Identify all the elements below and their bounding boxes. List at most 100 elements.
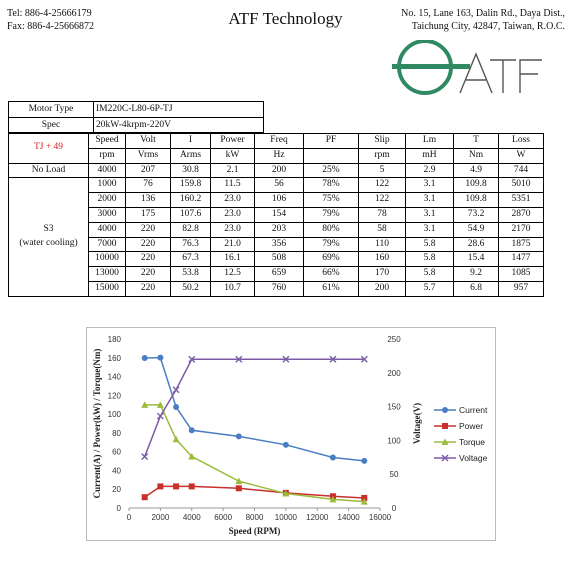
torque-point <box>360 498 368 505</box>
unit-cell: Vrms <box>125 147 171 164</box>
torque-point <box>188 452 196 460</box>
table-cell: 2170 <box>498 221 544 238</box>
power-point <box>361 494 368 501</box>
table-cell: 170 <box>358 266 406 282</box>
table-cell: 207 <box>125 162 171 179</box>
table-cell: 13000 <box>88 266 126 282</box>
unit-cell: mH <box>405 147 454 164</box>
y2-tick-label: 100 <box>387 436 401 445</box>
address: No. 15, Lane 163, Dalin Rd., Daya Dist.,… <box>401 7 565 33</box>
power-point <box>173 483 180 490</box>
voltage-line <box>143 358 365 457</box>
table-cell: 5.8 <box>405 251 454 268</box>
y-tick-label: 140 <box>108 373 122 382</box>
y2-tick-label: 50 <box>390 470 399 479</box>
table-cell: 2870 <box>498 206 544 223</box>
table-cell: 10.7 <box>210 280 255 297</box>
performance-table: TJ + 49 Speed Volt I Power Freq PF Slip … <box>8 133 544 297</box>
header-cell: Slip <box>358 133 406 149</box>
y-tick-label: 0 <box>117 504 122 513</box>
power-point <box>157 483 164 490</box>
y2-axis-title: Voltage(V) <box>412 403 422 444</box>
table-cell: 200 <box>358 280 406 297</box>
table-cell: 175 <box>125 206 171 223</box>
table-cell: 7000 <box>88 236 126 253</box>
current-point <box>361 457 368 464</box>
table-cell: 659 <box>254 266 304 282</box>
table-cell: 1000 <box>88 177 126 194</box>
logo-f-glyph <box>519 59 542 93</box>
atf-logo <box>392 40 542 95</box>
table-cell: 5351 <box>498 192 544 208</box>
table-cell: 109.8 <box>453 177 499 194</box>
x-tick-label: 6000 <box>214 513 232 522</box>
x-tick-label: 12000 <box>306 513 329 522</box>
table-cell: 110 <box>358 236 406 253</box>
x-tick-label: 2000 <box>151 513 169 522</box>
x-tick-label: 8000 <box>246 513 264 522</box>
tel-text: Tel: 886-4-25666179 <box>7 8 92 19</box>
spec-table: Motor Type IM220C-L80-6P-TJ Spec 20kW-4k… <box>8 101 264 133</box>
table-cell: 50.2 <box>170 280 211 297</box>
voltage-point <box>329 355 337 363</box>
x-tick-label: 14000 <box>338 513 361 522</box>
table-cell: 1477 <box>498 251 544 268</box>
table-cell: 2000 <box>88 192 126 208</box>
legend-current-marker <box>442 407 448 413</box>
voltage-point <box>188 355 196 363</box>
torque-point <box>329 495 337 503</box>
unit-cell <box>303 147 359 164</box>
unit-cell: Nm <box>453 147 499 164</box>
table-cell: 58 <box>358 221 406 238</box>
x-tick-label: 4000 <box>183 513 201 522</box>
spec-label: Spec <box>8 116 94 133</box>
unit-cell: Hz <box>254 147 304 164</box>
table-cell: 2.9 <box>405 162 454 179</box>
performance-chart-frame: 0 2000 4000 6000 8000 10000 12000 14000 16000 0 20… <box>86 327 496 541</box>
table-cell: 30.8 <box>170 162 211 179</box>
table-cell: 508 <box>254 251 304 268</box>
table-cell: 136 <box>125 192 171 208</box>
table-cell: 53.8 <box>170 266 211 282</box>
legend-voltage-label: Voltage <box>459 453 488 463</box>
x-axis-title: Speed (RPM) <box>229 526 281 536</box>
torque-point <box>141 401 149 408</box>
table-cell: 3.1 <box>405 206 454 223</box>
table-cell: 79% <box>303 206 359 223</box>
table-cell: 220 <box>125 236 171 253</box>
current-line <box>144 356 365 462</box>
unit-cell: rpm <box>358 147 406 164</box>
y2-tick-label: 250 <box>387 335 401 344</box>
header-cell: Volt <box>125 133 171 149</box>
table-cell: 4000 <box>88 221 126 238</box>
table-cell: 3000 <box>88 206 126 223</box>
performance-chart: 0 2000 4000 6000 8000 10000 12000 14000 16000020… <box>92 335 488 536</box>
voltage-point <box>282 355 290 363</box>
header-cell: I <box>170 133 211 149</box>
table-cell: 203 <box>254 221 304 238</box>
table-cell: 106 <box>254 192 304 208</box>
table-cell: 160 <box>358 251 406 268</box>
power-point <box>188 483 195 490</box>
table-cell: 3.1 <box>405 177 454 194</box>
header-cell: Loss <box>498 133 544 149</box>
legend-voltage-marker <box>441 454 449 462</box>
y2-tick-label: 150 <box>387 403 401 412</box>
table-cell: 12.5 <box>210 266 255 282</box>
table-cell: 28.6 <box>453 236 499 253</box>
table-cell: 122 <box>358 192 406 208</box>
table-cell: 220 <box>125 251 171 268</box>
table-cell: 154 <box>254 206 304 223</box>
table-cell: 957 <box>498 280 544 297</box>
fax-text: Fax: 886-4-25666872 <box>7 21 94 32</box>
table-cell: 122 <box>358 177 406 194</box>
table-cell: 25% <box>303 162 359 179</box>
table-cell: 82.8 <box>170 221 211 238</box>
table-cell: 1085 <box>498 266 544 282</box>
table-cell: 69% <box>303 251 359 268</box>
table-cell: 67.3 <box>170 251 211 268</box>
contact-info: Tel: 886-4-25666179 Fax: 886-4-25666872 <box>7 7 94 33</box>
table-cell: 2.1 <box>210 162 255 179</box>
address-line-2: Taichung City, 42847, Taiwan, R.O.C. <box>411 21 565 32</box>
table-cell: 75% <box>303 192 359 208</box>
